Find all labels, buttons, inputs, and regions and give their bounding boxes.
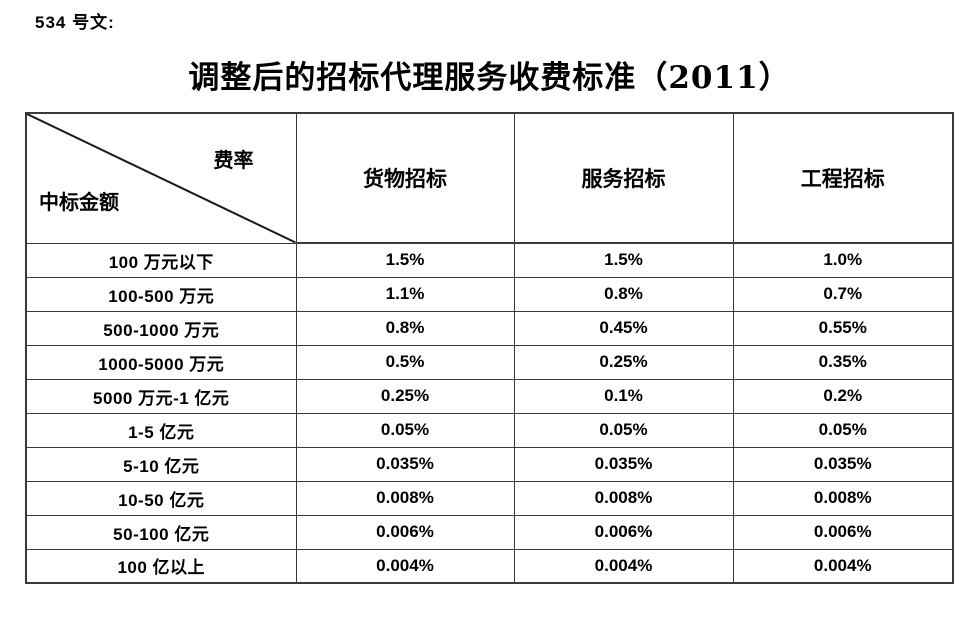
corner-label-amount: 中标金额 xyxy=(39,189,119,214)
rate-value-cell: 0.1% xyxy=(513,378,734,414)
rate-value-cell: 0.5% xyxy=(295,344,515,380)
rate-value-cell: 0.008% xyxy=(513,480,734,516)
rate-value-cell: 1.1% xyxy=(295,276,515,312)
rate-value-cell: 0.05% xyxy=(513,412,734,448)
column-header-goods: 货物招标 xyxy=(295,112,515,244)
rate-value-cell: 0.35% xyxy=(732,344,954,380)
table-row: 1-5 亿元 0.05% 0.05% 0.05% xyxy=(25,412,954,448)
page-title: 调整后的招标代理服务收费标准（2011） xyxy=(188,60,791,96)
column-header-services: 服务招标 xyxy=(513,112,734,244)
table-body: 100 万元以下 1.5% 1.5% 1.0% 100-500 万元 1.1% 0.8% 0.… xyxy=(25,242,954,584)
rate-value-cell: 0.8% xyxy=(295,310,515,346)
rate-value-cell: 0.004% xyxy=(732,548,954,584)
diagonal-divider-line xyxy=(27,114,296,243)
amount-range-cell: 500-1000 万元 xyxy=(25,310,297,346)
rate-value-cell: 0.006% xyxy=(513,514,734,550)
amount-range-cell: 100-500 万元 xyxy=(25,276,297,312)
doc-number-label: 534 号文: xyxy=(35,13,115,32)
table-row: 5000 万元-1 亿元 0.25% 0.1% 0.2% xyxy=(25,378,954,414)
column-header-engineering: 工程招标 xyxy=(732,112,954,244)
rate-value-cell: 0.05% xyxy=(295,412,515,448)
rate-value-cell: 0.008% xyxy=(732,480,954,516)
rate-value-cell: 0.008% xyxy=(295,480,515,516)
table-row: 10-50 亿元 0.008% 0.008% 0.008% xyxy=(25,480,954,516)
rate-value-cell: 0.8% xyxy=(513,276,734,312)
amount-range-cell: 100 亿以上 xyxy=(25,548,297,584)
rate-value-cell: 0.55% xyxy=(732,310,954,346)
rate-value-cell: 0.45% xyxy=(513,310,734,346)
rate-value-cell: 0.7% xyxy=(732,276,954,312)
rate-value-cell: 0.2% xyxy=(732,378,954,414)
rate-value-cell: 0.05% xyxy=(732,412,954,448)
rate-value-cell: 0.035% xyxy=(295,446,515,482)
amount-range-cell: 50-100 亿元 xyxy=(25,514,297,550)
rate-value-cell: 0.004% xyxy=(295,548,515,584)
rate-value-cell: 0.004% xyxy=(513,548,734,584)
rate-value-cell: 0.25% xyxy=(513,344,734,380)
rate-value-cell: 0.006% xyxy=(732,514,954,550)
rate-value-cell: 1.5% xyxy=(513,242,734,278)
table-row: 1000-5000 万元 0.5% 0.25% 0.35% xyxy=(25,344,954,380)
table-row: 500-1000 万元 0.8% 0.45% 0.55% xyxy=(25,310,954,346)
rate-value-cell: 1.0% xyxy=(732,242,954,278)
amount-range-cell: 5-10 亿元 xyxy=(25,446,297,482)
table-row: 100-500 万元 1.1% 0.8% 0.7% xyxy=(25,276,954,312)
corner-header-cell: 费率 中标金额 xyxy=(25,112,297,244)
amount-range-cell: 5000 万元-1 亿元 xyxy=(25,378,297,414)
rate-value-cell: 0.006% xyxy=(295,514,515,550)
corner-label-rate: 费率 xyxy=(213,148,254,172)
amount-range-cell: 100 万元以下 xyxy=(25,242,297,278)
amount-range-cell: 10-50 亿元 xyxy=(25,480,297,516)
rate-value-cell: 0.035% xyxy=(513,446,734,482)
rate-value-cell: 0.035% xyxy=(732,446,954,482)
table-row: 5-10 亿元 0.035% 0.035% 0.035% xyxy=(25,446,954,482)
amount-range-cell: 1000-5000 万元 xyxy=(25,344,297,380)
table-header-row: 费率 中标金额 货物招标 服务招标 工程招标 xyxy=(25,112,954,244)
rate-value-cell: 1.5% xyxy=(295,242,515,278)
table-row: 100 亿以上 0.004% 0.004% 0.004% xyxy=(25,548,954,584)
fee-rate-table: 费率 中标金额 货物招标 服务招标 工程招标 100 万元以下 1.5% 1.5% 1… xyxy=(25,112,954,584)
table-row: 50-100 亿元 0.006% 0.006% 0.006% xyxy=(25,514,954,550)
amount-range-cell: 1-5 亿元 xyxy=(25,412,297,448)
rate-value-cell: 0.25% xyxy=(295,378,515,414)
table-row: 100 万元以下 1.5% 1.5% 1.0% xyxy=(25,242,954,278)
